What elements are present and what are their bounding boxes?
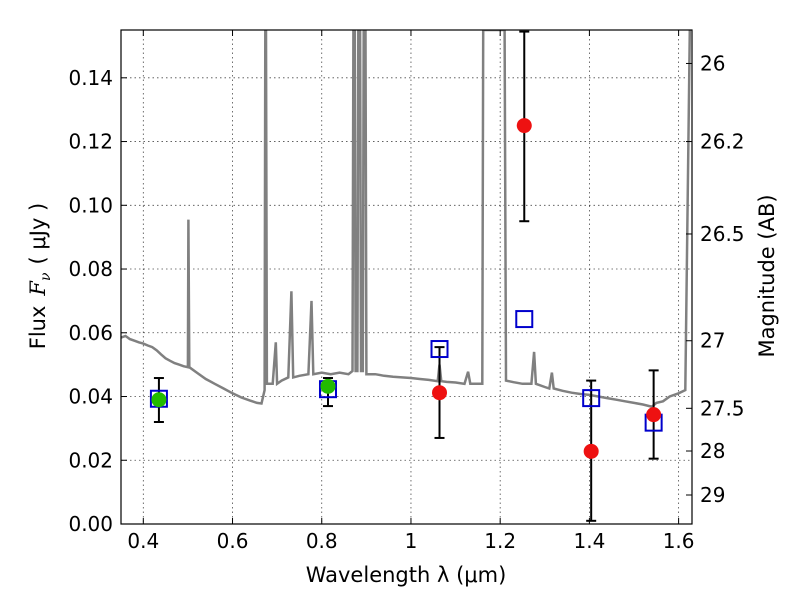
- measurement-point-marker: [516, 118, 532, 134]
- measured-points: [151, 118, 662, 459]
- y2-tick-label: 26.2: [700, 130, 745, 154]
- x-tick-label: 1.6: [663, 529, 695, 553]
- x-tick-label: 0.4: [127, 529, 159, 553]
- y-axis-label-unit: ( μJy ): [26, 203, 50, 265]
- x-axis-ticks: 0.4 0.6 0.8 1 1.2 1.4 1.6: [127, 30, 695, 553]
- detection-point-marker: [151, 392, 167, 408]
- grid-lines: [121, 30, 692, 525]
- detection-point-marker: [320, 378, 336, 394]
- y-axis-label-symbol: F: [26, 280, 50, 297]
- y2-tick-label: 27.5: [700, 396, 745, 420]
- y-tick-label: 0.08: [68, 257, 113, 281]
- y2-axis-label: Magnitude (AB): [755, 194, 779, 357]
- y2-tick-label: 28: [700, 439, 725, 463]
- model-points: [149, 310, 663, 432]
- y2-tick-label: 27: [700, 329, 725, 353]
- plot-frame: [120, 29, 693, 525]
- x-tick-label: 0.8: [306, 529, 338, 553]
- y-tick-label: 0.04: [68, 385, 113, 409]
- error-bars: [153, 30, 659, 522]
- x-tick-label: 1.4: [573, 529, 605, 553]
- y-axis-label-prefix: Flux: [26, 306, 50, 350]
- y2-tick-label: 26: [700, 51, 725, 75]
- y-axis-label: Flux Fν ( μJy ): [26, 203, 54, 349]
- measurement-point-marker: [646, 407, 662, 423]
- x-tick-label: 0.6: [217, 529, 249, 553]
- y-tick-label: 0.02: [68, 448, 113, 472]
- template-spectrum-line: [121, 30, 692, 409]
- y-tick-label: 0.14: [68, 66, 113, 90]
- model-square-marker: [430, 340, 449, 359]
- x-axis-label: Wavelength λ (μm): [306, 563, 507, 587]
- y2-tick-label: 26.5: [700, 222, 745, 246]
- measurement-point-marker: [432, 385, 448, 401]
- measurement-point-marker: [583, 443, 599, 459]
- y-axis-ticks: 0.00 0.02 0.04 0.06 0.08 0.10 0.12 0.14: [68, 66, 127, 536]
- y-tick-label: 0.06: [68, 321, 113, 345]
- x-tick-label: 1: [405, 529, 418, 553]
- y-tick-label: 0.00: [68, 512, 113, 536]
- model-square-marker: [515, 310, 534, 329]
- x-tick-label: 1.2: [484, 529, 516, 553]
- y-axis-label-subscript: ν: [38, 272, 54, 281]
- y-tick-label: 0.10: [68, 193, 113, 217]
- model-square-marker: [582, 389, 601, 408]
- y2-axis-ticks: 26 26.2 26.5 27 27.5 28 29: [686, 51, 745, 507]
- y2-tick-label: 29: [700, 483, 725, 507]
- y-tick-label: 0.12: [68, 130, 113, 154]
- plot-area: [121, 30, 692, 522]
